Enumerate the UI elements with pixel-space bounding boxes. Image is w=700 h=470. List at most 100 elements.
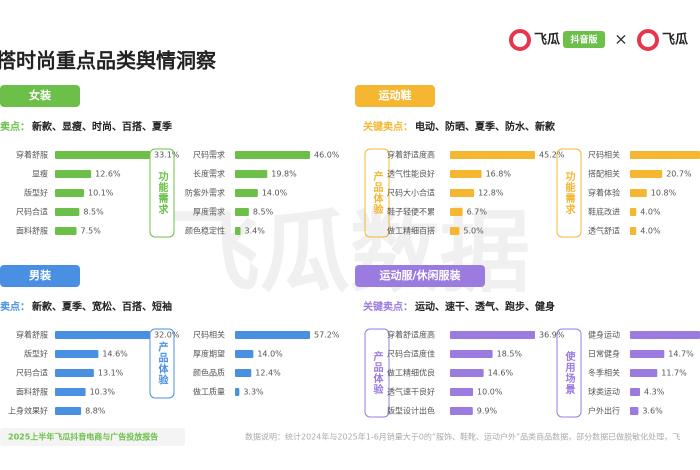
bar	[55, 407, 82, 415]
value-label: 14.0%	[262, 189, 288, 198]
bar	[630, 331, 700, 339]
value-label: 3.6%	[642, 407, 663, 416]
item-name: 日常健身	[588, 349, 620, 359]
bar	[235, 151, 310, 159]
bar	[235, 227, 241, 235]
value-label: 32.0%	[154, 331, 180, 340]
item-name: 做工质量	[193, 387, 225, 397]
value-label: 8.8%	[85, 407, 106, 416]
value-label: 57.2%	[314, 331, 340, 340]
group-label: 功能需求	[156, 170, 168, 215]
value-label: 16.8%	[486, 170, 512, 179]
bar	[235, 170, 268, 178]
bar	[450, 350, 493, 358]
keywords: 新款、显瘦、时尚、百搭、夏季	[32, 120, 173, 133]
item-name: 户外出行	[588, 406, 620, 416]
item-name: 健身运动	[588, 330, 620, 340]
logo-text: 飞瓜	[662, 33, 688, 48]
value-label: 10.1%	[88, 189, 114, 198]
item-name: 显瘦	[32, 169, 48, 179]
group-label-box	[149, 148, 175, 238]
group-label: 产品体验	[156, 340, 168, 385]
bar	[630, 208, 637, 216]
bar	[630, 227, 637, 235]
footer-note: 数据说明：统计2024年与2025年1-6月销量大于0的“服饰、鞋靴、运动户外”…	[245, 432, 680, 442]
item-name: 厚度需求	[193, 207, 225, 217]
bar	[55, 369, 94, 377]
bar	[450, 189, 475, 197]
value-label: 14.6%	[102, 350, 128, 359]
item-name: 尺码合适	[16, 207, 48, 217]
item-name: 穿着舒适度高	[387, 330, 435, 340]
panel-tab	[355, 265, 485, 287]
value-label: 3.3%	[243, 388, 264, 397]
item-name: 冬季相关	[588, 368, 620, 378]
item-name: 防紫外需求	[185, 188, 225, 198]
value-label: 11.7%	[661, 369, 687, 378]
bar	[630, 350, 665, 358]
item-name: 穿着舒服	[16, 330, 48, 340]
value-label: 12.8%	[478, 189, 504, 198]
item-name: 版型好	[24, 188, 48, 198]
panel-tab	[0, 85, 80, 107]
value-label: 33.1%	[154, 151, 180, 160]
bar	[450, 151, 535, 159]
panel-title: 男装	[29, 268, 51, 282]
value-label: 10.0%	[477, 388, 503, 397]
item-name: 面料舒服	[16, 226, 48, 236]
bar	[55, 189, 84, 197]
bar	[235, 350, 254, 358]
value-label: 20.7%	[666, 170, 692, 179]
bar	[630, 369, 658, 377]
bar	[450, 369, 484, 377]
logo-text: 飞瓜	[534, 33, 560, 48]
value-label: 3.4%	[245, 227, 266, 236]
footer-source: 2025上半年飞瓜抖音电商与广告投放报告	[8, 432, 158, 442]
logo-icon	[637, 29, 659, 51]
value-label: 19.8%	[271, 170, 297, 179]
bar	[450, 227, 460, 235]
bar	[450, 170, 482, 178]
group-label: 使用场景	[563, 350, 576, 395]
bar	[630, 170, 663, 178]
panel-title: 女装	[29, 88, 51, 102]
page-title: 搭时尚重点品类舆情洞察	[0, 49, 217, 73]
item-name: 做工精细百搭	[387, 226, 435, 236]
bar	[450, 407, 473, 415]
watermark: 飞瓜数据	[170, 200, 530, 305]
item-name: 尺码合适度佳	[387, 349, 435, 359]
bar	[235, 331, 310, 339]
value-label: 6.7%	[467, 208, 488, 217]
item-name: 穿着舒适度高	[387, 150, 435, 160]
keyword-label: 关键卖点：	[363, 120, 413, 133]
value-label: 18.5%	[497, 350, 523, 359]
bar	[55, 331, 150, 339]
item-name: 透气性能良好	[387, 169, 435, 179]
item-name: 尺码大小合适	[387, 188, 435, 198]
value-label: 46.0%	[314, 151, 340, 160]
group-label: 产品体验	[371, 170, 383, 215]
group-label-box	[556, 328, 582, 418]
item-name: 透气速干良好	[387, 387, 435, 397]
panel-tab	[355, 85, 435, 107]
value-label: 14.0%	[257, 350, 283, 359]
item-name: 尺码合适	[16, 368, 48, 378]
value-label: 4.3%	[644, 388, 665, 397]
keyword-label: 关键卖点：	[363, 300, 413, 313]
value-label: 14.6%	[488, 369, 514, 378]
item-name: 鞋底改进	[588, 207, 620, 217]
item-name: 版型好	[24, 349, 48, 359]
group-label: 功能需求	[563, 170, 575, 215]
bar	[55, 208, 80, 216]
value-label: 12.6%	[95, 170, 121, 179]
value-label: 4.0%	[640, 227, 661, 236]
group-label-box	[364, 328, 390, 418]
logo-times: ×	[614, 30, 627, 49]
bar	[235, 189, 258, 197]
value-label: 14.7%	[668, 350, 694, 359]
bar	[55, 227, 77, 235]
keywords: 电动、防晒、夏季、防水、新款	[415, 120, 556, 133]
bar	[235, 369, 252, 377]
bar	[450, 331, 535, 339]
